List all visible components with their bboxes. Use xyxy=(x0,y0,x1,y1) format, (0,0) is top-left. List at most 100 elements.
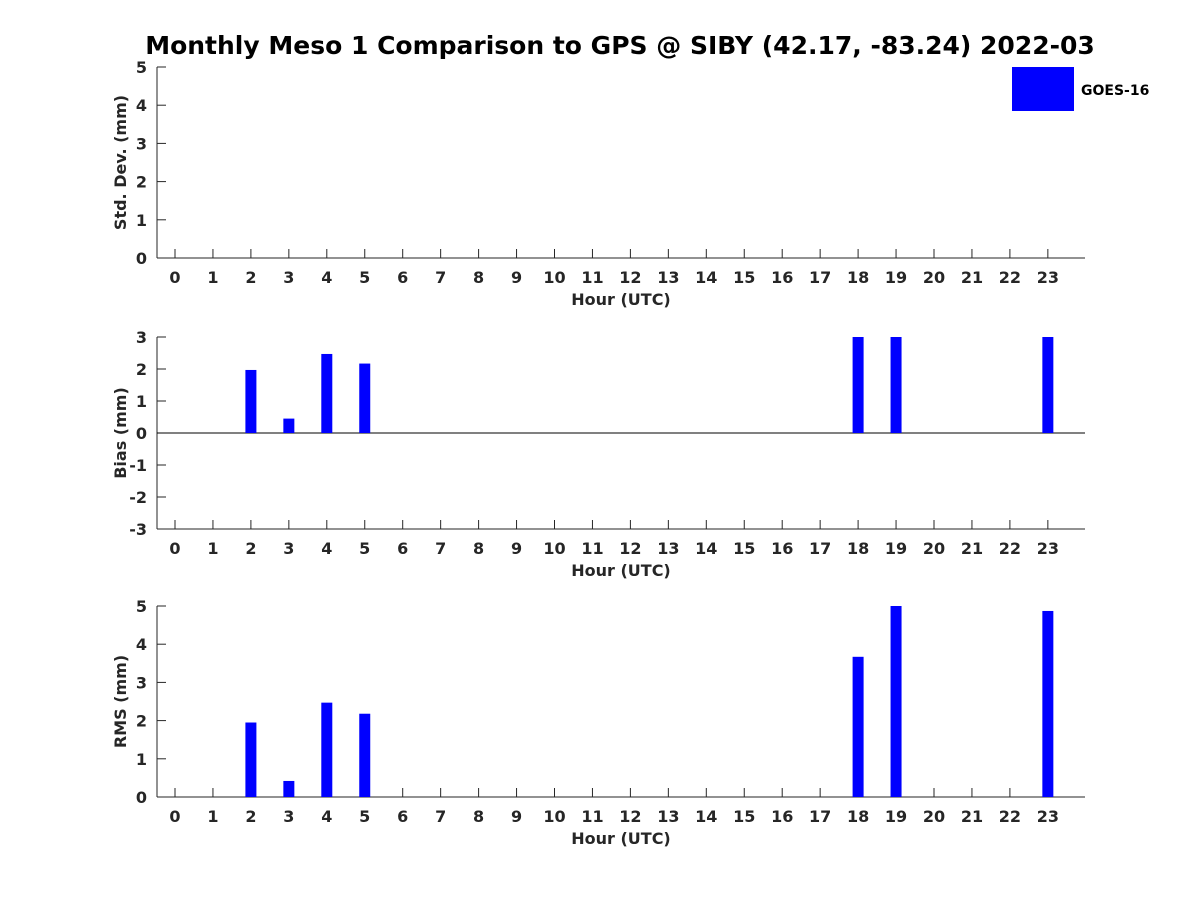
bar xyxy=(245,369,257,433)
y-tick-label: 2 xyxy=(136,360,147,379)
bar xyxy=(283,418,295,433)
x-tick-label: 6 xyxy=(397,807,408,826)
x-tick-label: 2 xyxy=(245,807,256,826)
x-tick-label: 18 xyxy=(847,807,869,826)
y-axis-label: Bias (mm) xyxy=(111,387,130,479)
x-tick-label: 20 xyxy=(923,807,945,826)
x-tick-label: 13 xyxy=(657,807,679,826)
x-tick-label: 9 xyxy=(511,539,522,558)
bar xyxy=(890,606,902,797)
x-tick-label: 13 xyxy=(657,268,679,287)
x-tick-label: 21 xyxy=(961,539,983,558)
chart-title: Monthly Meso 1 Comparison to GPS @ SIBY … xyxy=(145,31,1095,60)
x-tick-label: 7 xyxy=(435,268,446,287)
x-tick-label: 9 xyxy=(511,268,522,287)
x-tick-label: 11 xyxy=(581,807,603,826)
x-tick-label: 6 xyxy=(397,268,408,287)
x-tick-label: 22 xyxy=(999,268,1021,287)
x-tick-label: 19 xyxy=(885,807,907,826)
x-tick-label: 2 xyxy=(245,268,256,287)
x-tick-label: 17 xyxy=(809,807,831,826)
y-tick-label: 0 xyxy=(136,424,147,443)
x-tick-label: 5 xyxy=(359,807,370,826)
x-tick-label: 7 xyxy=(435,539,446,558)
x-tick-label: 17 xyxy=(809,268,831,287)
x-tick-label: 5 xyxy=(359,268,370,287)
bar xyxy=(852,337,864,433)
x-tick-label: 8 xyxy=(473,807,484,826)
x-tick-label: 23 xyxy=(1037,807,1059,826)
x-tick-label: 19 xyxy=(885,539,907,558)
y-tick-label: -3 xyxy=(129,520,147,539)
x-tick-label: 11 xyxy=(581,539,603,558)
x-tick-label: 19 xyxy=(885,268,907,287)
y-tick-label: 1 xyxy=(136,750,147,769)
y-tick-label: 4 xyxy=(136,635,147,654)
x-tick-label: 3 xyxy=(283,807,294,826)
x-tick-label: 16 xyxy=(771,268,793,287)
x-tick-label: 15 xyxy=(733,539,755,558)
x-tick-label: 15 xyxy=(733,268,755,287)
x-tick-label: 1 xyxy=(207,268,218,287)
x-axis-label: Hour (UTC) xyxy=(571,561,671,580)
bar xyxy=(1042,610,1054,797)
legend: GOES-16 xyxy=(1012,67,1149,111)
x-tick-label: 0 xyxy=(169,807,180,826)
bar xyxy=(359,713,371,797)
bar xyxy=(321,353,333,433)
x-tick-label: 4 xyxy=(321,268,332,287)
bar xyxy=(852,656,864,797)
x-tick-label: 4 xyxy=(321,539,332,558)
x-tick-label: 8 xyxy=(473,268,484,287)
bar xyxy=(359,363,371,433)
x-tick-label: 10 xyxy=(543,268,565,287)
x-tick-label: 14 xyxy=(695,268,717,287)
y-tick-label: 0 xyxy=(136,788,147,807)
bar xyxy=(321,702,333,797)
bar xyxy=(1042,337,1054,433)
x-tick-label: 23 xyxy=(1037,268,1059,287)
x-tick-label: 3 xyxy=(283,539,294,558)
y-tick-label: 0 xyxy=(136,249,147,268)
bar xyxy=(283,780,295,797)
x-tick-label: 14 xyxy=(695,807,717,826)
x-tick-label: 21 xyxy=(961,807,983,826)
x-axis-label: Hour (UTC) xyxy=(571,829,671,848)
x-tick-label: 14 xyxy=(695,539,717,558)
x-tick-label: 22 xyxy=(999,539,1021,558)
y-tick-label: -2 xyxy=(129,488,147,507)
x-tick-label: 12 xyxy=(619,268,641,287)
y-tick-label: 1 xyxy=(136,392,147,411)
x-tick-label: 16 xyxy=(771,807,793,826)
y-axis-label: Std. Dev. (mm) xyxy=(111,95,130,230)
x-tick-label: 20 xyxy=(923,268,945,287)
x-tick-label: 1 xyxy=(207,807,218,826)
y-tick-label: -1 xyxy=(129,456,147,475)
y-tick-label: 4 xyxy=(136,96,147,115)
x-tick-label: 11 xyxy=(581,268,603,287)
bar xyxy=(245,722,257,797)
y-tick-label: 3 xyxy=(136,673,147,692)
x-tick-label: 12 xyxy=(619,539,641,558)
bar xyxy=(890,337,902,433)
x-tick-label: 20 xyxy=(923,539,945,558)
x-axis-label: Hour (UTC) xyxy=(571,290,671,309)
x-tick-label: 10 xyxy=(543,807,565,826)
y-tick-label: 5 xyxy=(136,597,147,616)
y-tick-label: 1 xyxy=(136,211,147,230)
x-tick-label: 4 xyxy=(321,807,332,826)
x-tick-label: 0 xyxy=(169,539,180,558)
x-tick-label: 18 xyxy=(847,268,869,287)
x-tick-label: 13 xyxy=(657,539,679,558)
x-tick-label: 21 xyxy=(961,268,983,287)
x-tick-label: 0 xyxy=(169,268,180,287)
x-tick-label: 6 xyxy=(397,539,408,558)
x-tick-label: 7 xyxy=(435,807,446,826)
legend-swatch xyxy=(1012,67,1074,111)
x-tick-label: 9 xyxy=(511,807,522,826)
x-tick-label: 3 xyxy=(283,268,294,287)
